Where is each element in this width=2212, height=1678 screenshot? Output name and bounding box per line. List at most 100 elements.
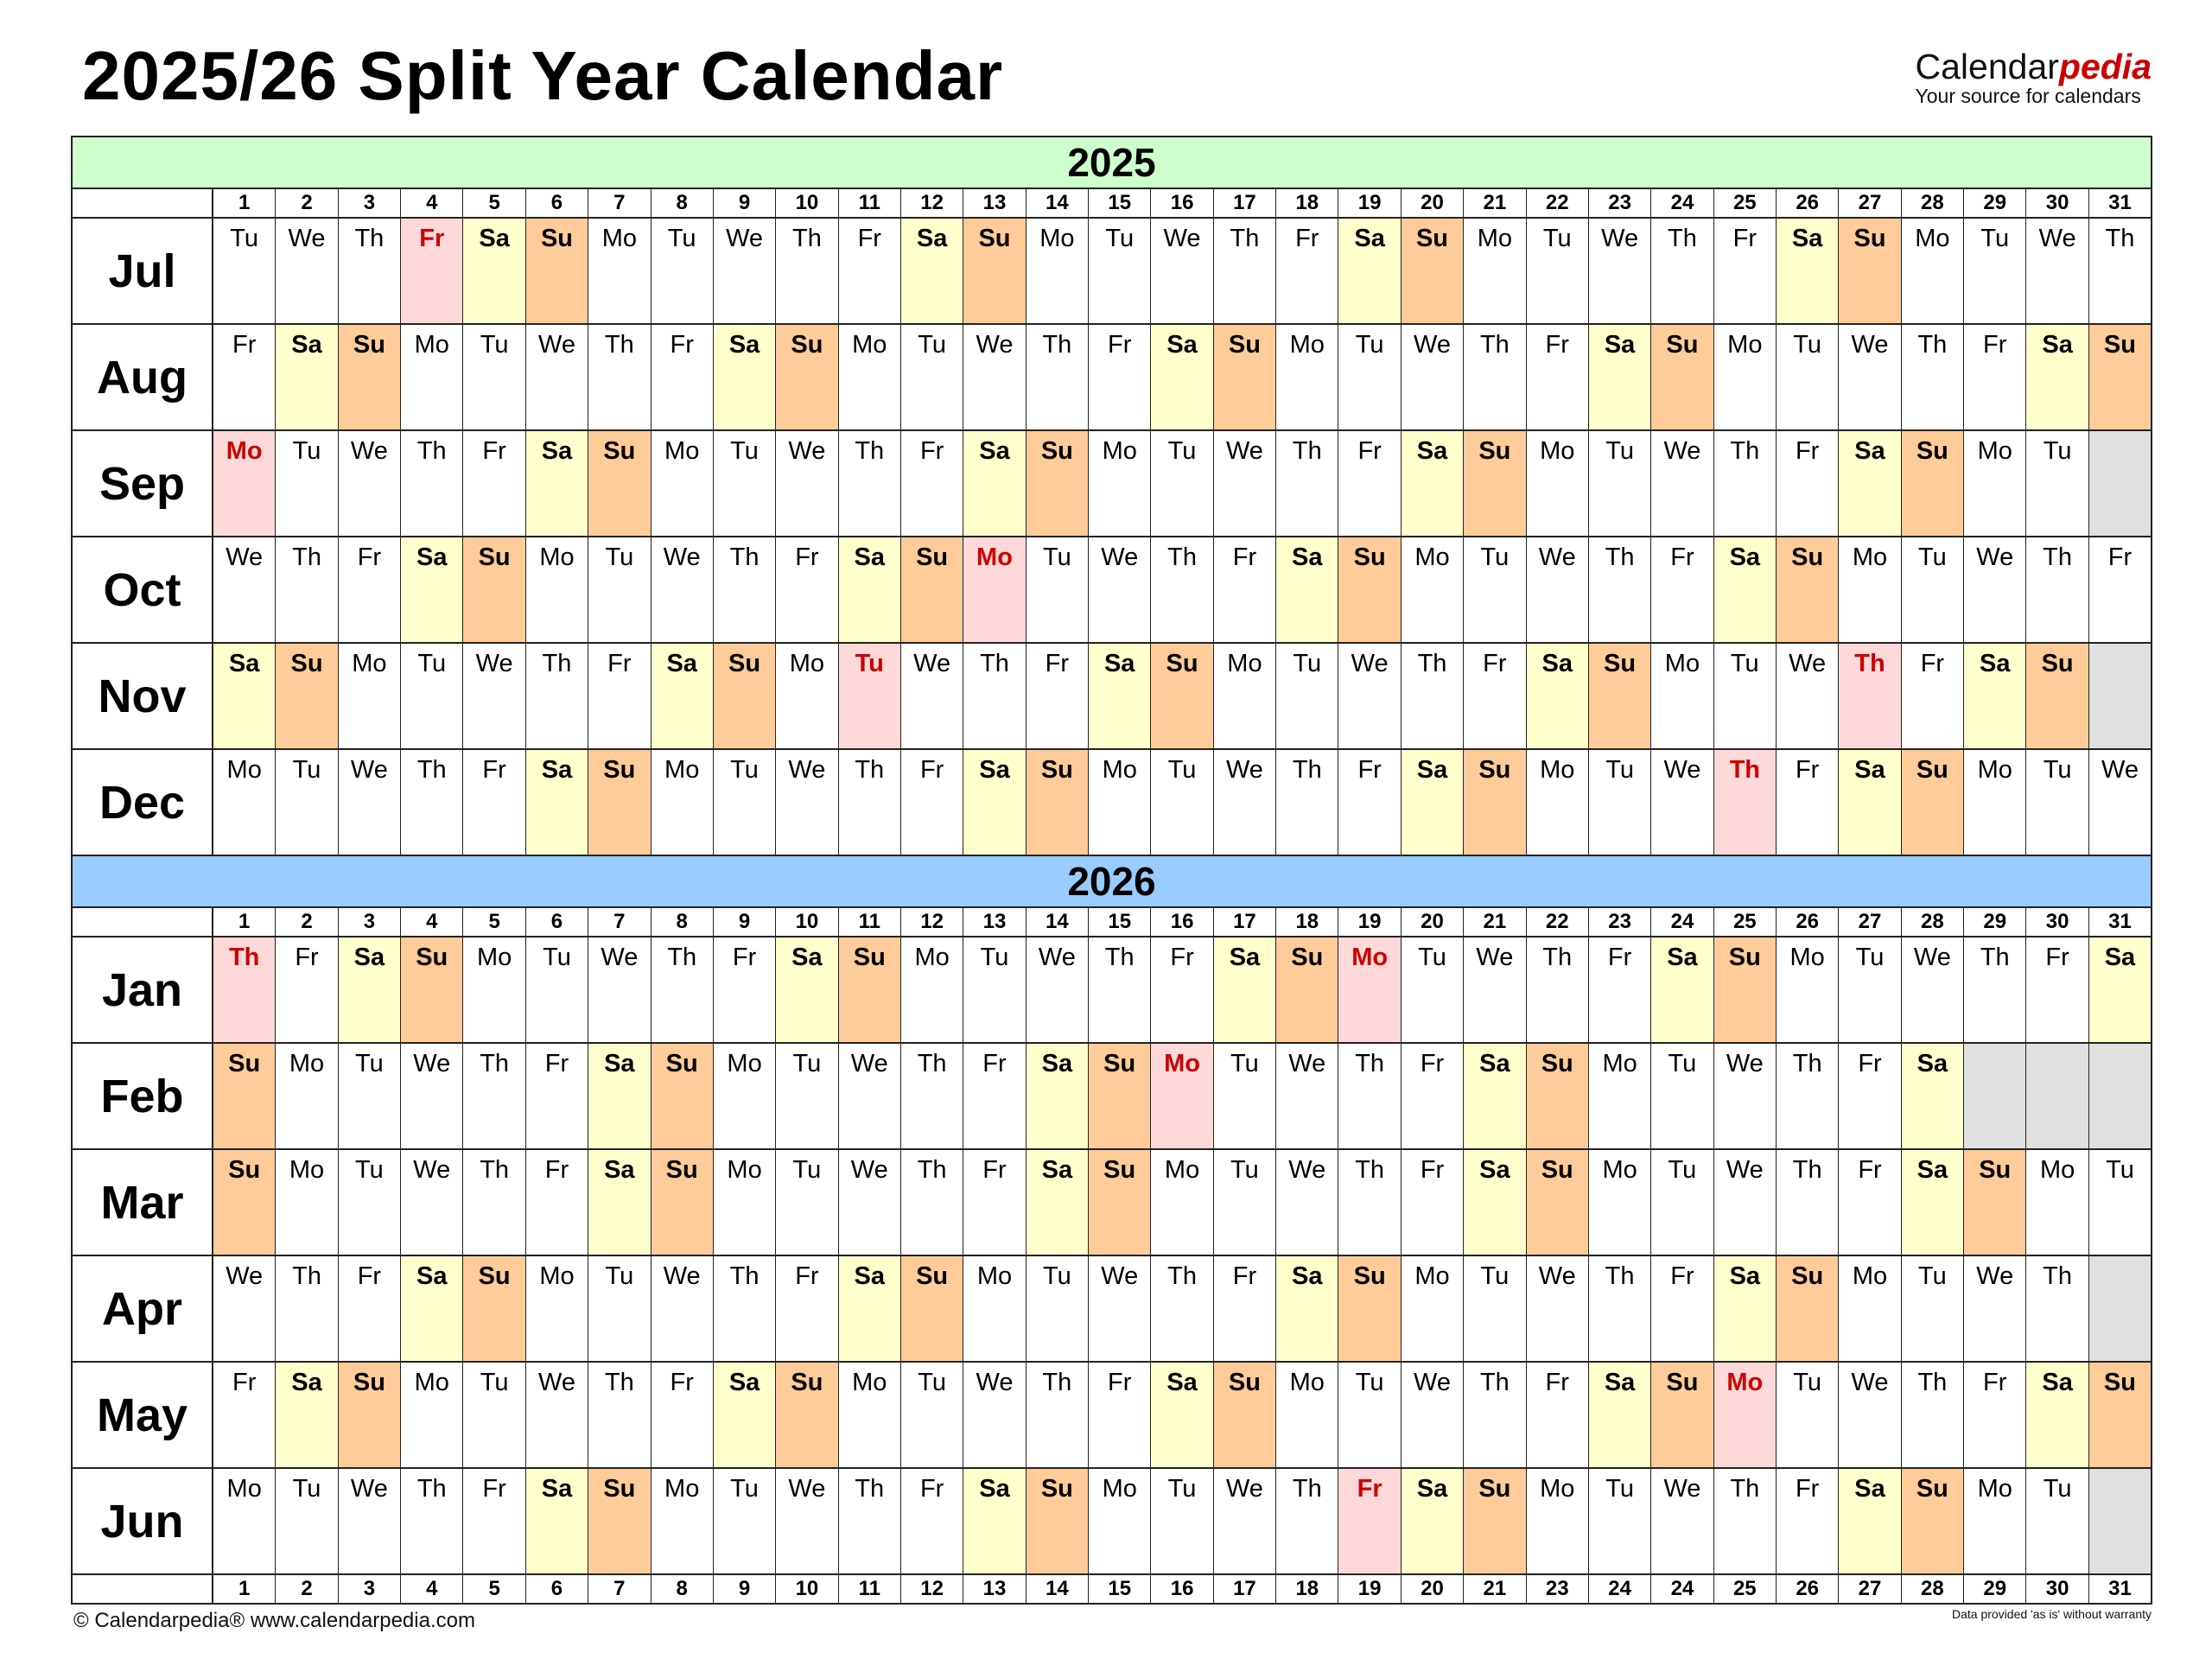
day-cell[interactable]: Tu xyxy=(1714,644,1777,748)
day-cell[interactable]: Mo xyxy=(401,325,464,429)
day-cell[interactable]: Sa xyxy=(463,219,526,323)
day-cell[interactable]: We xyxy=(1338,644,1402,748)
day-cell[interactable]: Tu xyxy=(1027,1256,1090,1361)
day-cell[interactable]: Mo xyxy=(1402,1256,1465,1361)
day-cell[interactable]: Sa xyxy=(1026,1044,1090,1148)
day-cell[interactable]: Mo xyxy=(1402,537,1465,642)
day-cell[interactable]: Sa xyxy=(525,431,589,536)
day-cell[interactable]: Sa xyxy=(1588,1363,1652,1467)
day-cell[interactable]: We xyxy=(276,219,339,323)
day-cell[interactable]: We xyxy=(1402,325,1465,429)
day-cell[interactable]: We xyxy=(1839,325,1902,429)
day-cell[interactable]: Fr xyxy=(652,325,714,429)
day-cell[interactable]: Tu xyxy=(1589,431,1652,536)
day-cell[interactable]: Tu xyxy=(276,431,339,536)
day-cell[interactable]: We xyxy=(1214,431,1277,536)
day-cell[interactable]: Fr xyxy=(1214,537,1277,642)
day-cell[interactable]: We xyxy=(1151,219,1214,323)
day-cell[interactable]: Fr xyxy=(839,219,901,323)
day-cell[interactable]: Mo xyxy=(1276,325,1339,429)
day-cell[interactable]: Fr xyxy=(588,644,652,748)
day-cell[interactable]: We xyxy=(1777,644,1840,748)
day-cell[interactable]: Th xyxy=(588,1363,652,1467)
day-cell[interactable]: Fr xyxy=(1151,938,1214,1042)
day-cell[interactable]: Th xyxy=(401,750,464,855)
day-cell[interactable]: We xyxy=(463,644,526,748)
day-cell[interactable]: Mo xyxy=(213,431,276,536)
day-cell[interactable]: Su xyxy=(963,219,1027,323)
day-cell[interactable]: Mo xyxy=(463,938,526,1042)
day-cell[interactable]: Th xyxy=(1151,1256,1214,1361)
day-cell[interactable]: Su xyxy=(1901,1469,1965,1573)
day-cell[interactable]: Sa xyxy=(1839,431,1902,536)
day-cell[interactable]: Mo xyxy=(276,1150,339,1255)
day-cell[interactable]: Fr xyxy=(1338,1469,1402,1573)
day-cell[interactable]: Su xyxy=(1338,537,1402,642)
day-cell[interactable]: Sa xyxy=(1713,1256,1777,1361)
day-cell[interactable]: Tu xyxy=(1089,219,1152,323)
day-cell[interactable]: Tu xyxy=(1651,1044,1714,1148)
day-cell[interactable]: Tu xyxy=(1464,1256,1527,1361)
day-cell[interactable]: Mo xyxy=(963,1256,1027,1361)
day-cell[interactable]: We xyxy=(339,750,402,855)
day-cell[interactable]: Th xyxy=(839,431,901,536)
day-cell[interactable]: Fr xyxy=(1214,1256,1277,1361)
day-cell[interactable]: Th xyxy=(1338,1044,1402,1148)
day-cell[interactable]: Sa xyxy=(838,537,901,642)
day-cell[interactable]: Th xyxy=(588,325,652,429)
day-cell[interactable]: Fr xyxy=(1651,1256,1714,1361)
day-cell[interactable]: Fr xyxy=(901,750,964,855)
day-cell[interactable]: Mo xyxy=(1964,750,2027,855)
day-cell[interactable]: Mo xyxy=(652,750,714,855)
day-cell[interactable]: We xyxy=(588,938,652,1042)
day-cell[interactable]: Fr xyxy=(1276,219,1339,323)
day-cell[interactable]: We xyxy=(1651,431,1714,536)
day-cell[interactable]: Sa xyxy=(401,537,464,642)
day-cell[interactable]: Fr xyxy=(1777,1469,1840,1573)
day-cell[interactable]: Mo xyxy=(901,938,964,1042)
day-cell[interactable]: Sa xyxy=(1839,1469,1902,1573)
day-cell[interactable]: Mo xyxy=(2026,1150,2089,1255)
day-cell[interactable]: Fr xyxy=(1964,1363,2027,1467)
day-cell[interactable]: Mo xyxy=(714,1044,777,1148)
day-cell[interactable]: Fr xyxy=(1089,1363,1152,1467)
day-cell[interactable]: Th xyxy=(1527,938,1589,1042)
day-cell[interactable]: Th xyxy=(1027,325,1090,429)
day-cell[interactable]: Tu xyxy=(1338,1363,1402,1467)
day-cell[interactable]: Su xyxy=(1464,750,1527,855)
day-cell[interactable]: Su xyxy=(1026,750,1090,855)
day-cell[interactable]: Mo xyxy=(526,537,589,642)
day-cell[interactable]: Tu xyxy=(588,537,652,642)
day-cell[interactable]: Tu xyxy=(652,219,714,323)
day-cell[interactable]: Th xyxy=(1589,1256,1652,1361)
day-cell[interactable]: Fr xyxy=(339,1256,402,1361)
day-cell[interactable]: Sa xyxy=(963,431,1027,536)
day-cell[interactable]: Sa xyxy=(1588,325,1652,429)
day-cell[interactable]: Sa xyxy=(1901,1044,1965,1148)
day-cell[interactable]: Fr xyxy=(652,1363,714,1467)
day-cell[interactable]: Th xyxy=(276,537,339,642)
day-cell[interactable]: We xyxy=(2026,219,2089,323)
day-cell[interactable]: Su xyxy=(1776,537,1840,642)
day-cell[interactable]: Tu xyxy=(213,219,276,323)
day-cell[interactable]: Fr xyxy=(1089,325,1152,429)
day-cell[interactable]: Sa xyxy=(1151,325,1214,429)
day-cell[interactable]: Sa xyxy=(1776,219,1840,323)
day-cell[interactable]: Sa xyxy=(963,1469,1027,1573)
day-cell[interactable]: Fr xyxy=(1964,325,2027,429)
day-cell[interactable]: Fr xyxy=(1714,219,1777,323)
day-cell[interactable]: We xyxy=(839,1044,901,1148)
day-cell[interactable]: Sa xyxy=(1151,1363,1214,1467)
day-cell[interactable]: Sa xyxy=(1276,1256,1339,1361)
day-cell[interactable]: Tu xyxy=(339,1044,402,1148)
day-cell[interactable]: Tu xyxy=(1902,537,1965,642)
day-cell[interactable]: Th xyxy=(463,1044,526,1148)
day-cell[interactable]: Mo xyxy=(213,750,276,855)
day-cell[interactable]: Th xyxy=(401,431,464,536)
day-cell[interactable]: Fr xyxy=(2026,938,2089,1042)
day-cell[interactable]: Mo xyxy=(1027,219,1090,323)
day-cell[interactable]: We xyxy=(1964,537,2027,642)
day-cell[interactable]: Th xyxy=(1714,1469,1777,1573)
day-cell[interactable]: Th xyxy=(714,1256,777,1361)
day-cell[interactable]: Sa xyxy=(1464,1044,1527,1148)
